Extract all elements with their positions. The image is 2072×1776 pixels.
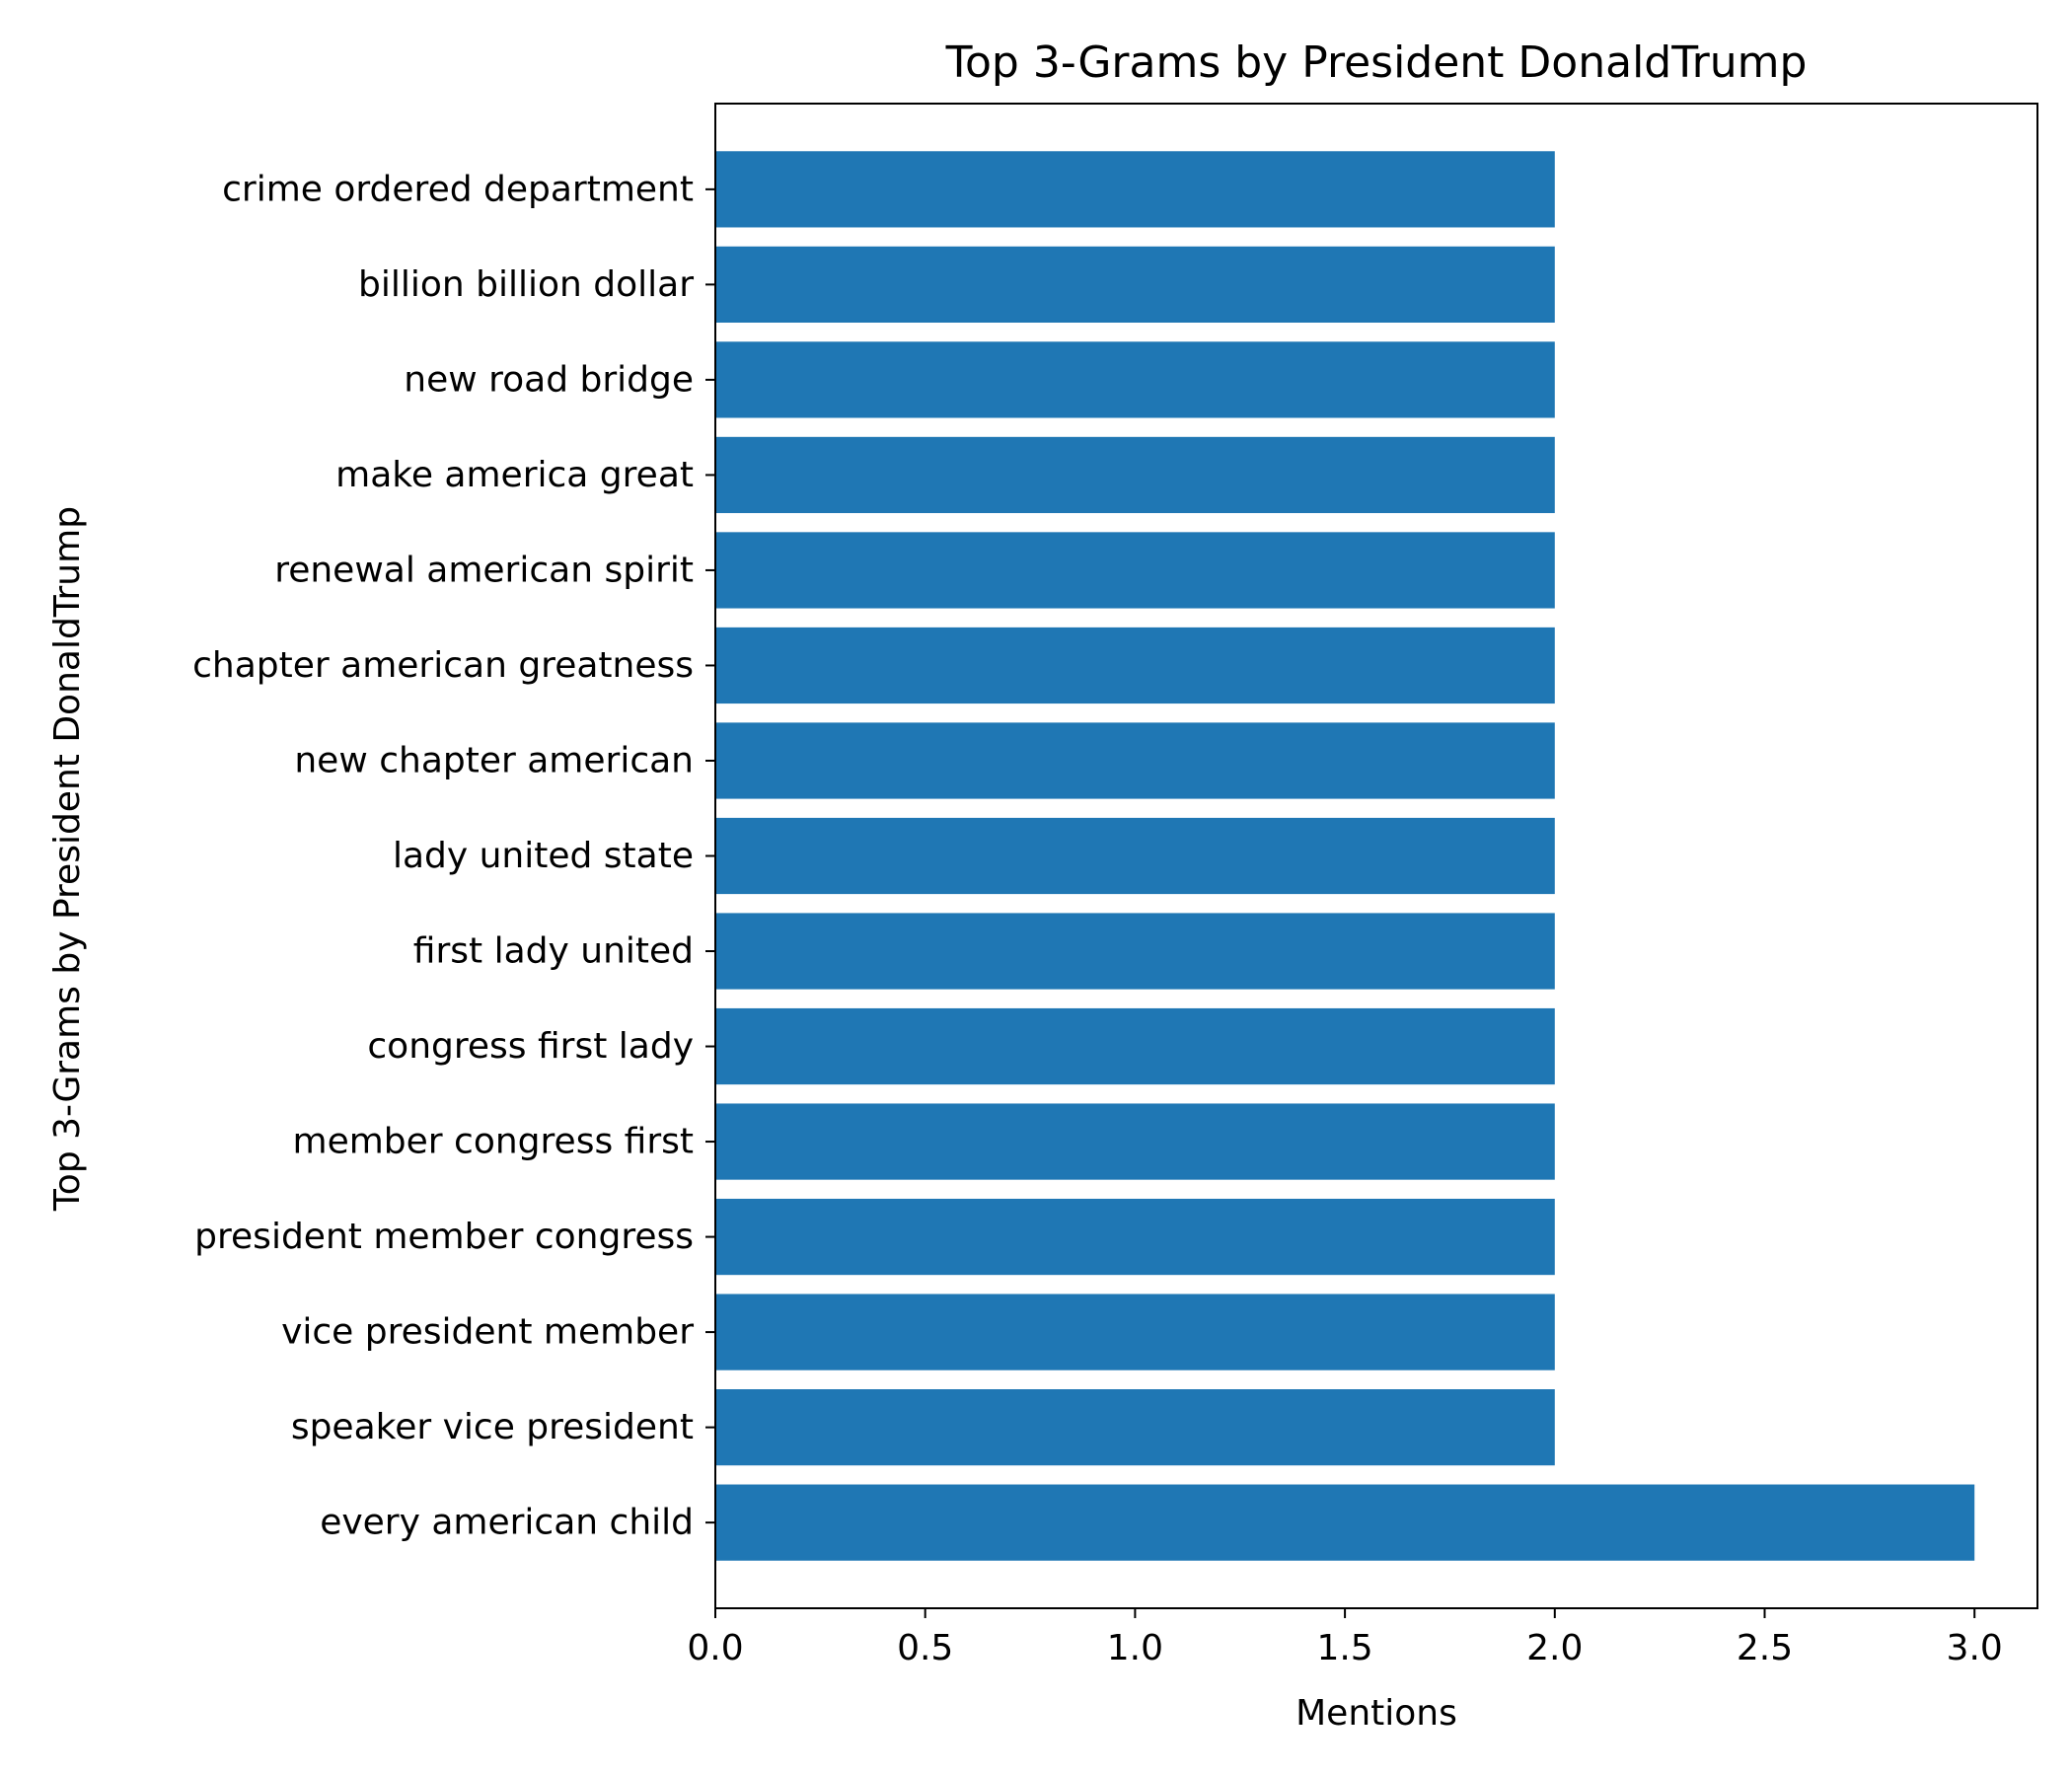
y-tick-label: every american child [320, 1503, 694, 1543]
y-axis-ticks: every american child speaker vice preside… [192, 169, 715, 1543]
x-tick-label: 0.5 [897, 1628, 953, 1668]
bar [715, 1294, 1555, 1370]
bar [715, 1484, 1975, 1561]
y-tick-label: president member congress [194, 1217, 694, 1257]
bar [715, 1103, 1555, 1180]
y-tick-label: billion billion dollar [358, 264, 694, 305]
y-tick-label: new road bridge [404, 359, 694, 400]
x-axis-label: Mentions [1295, 1693, 1457, 1734]
y-tick-label: renewal american spirit [274, 550, 694, 590]
bar [715, 246, 1555, 323]
y-tick-label: member congress first [293, 1122, 694, 1162]
y-tick-label: lady united state [393, 836, 694, 876]
bar [715, 817, 1555, 895]
y-tick-label: new chapter american [294, 740, 694, 780]
plot-frame [714, 103, 2038, 1609]
x-tick-label: 0.0 [687, 1628, 743, 1668]
y-tick-label: speaker vice president [291, 1407, 694, 1447]
x-tick-label: 2.0 [1526, 1628, 1583, 1668]
x-axis-ticks: 0.0 0.5 1.0 1.5 2.0 2.5 3.0 [687, 1608, 2003, 1668]
bar [715, 722, 1555, 799]
bar [715, 151, 1555, 228]
chart-title: Top 3-Grams by President DonaldTrump [945, 37, 1808, 88]
bar [715, 1007, 1555, 1085]
bar [715, 532, 1555, 609]
y-tick-label: crime ordered department [222, 169, 694, 209]
y-tick-label: vice president member [281, 1312, 694, 1353]
x-tick-label: 3.0 [1947, 1628, 2003, 1668]
bar [715, 913, 1555, 990]
x-tick-label: 2.5 [1737, 1628, 1793, 1668]
y-axis-label: Top 3-Grams by President DonaldTrump [47, 506, 88, 1212]
bar [715, 341, 1555, 418]
y-tick-label: first lady united [413, 931, 694, 972]
bar [715, 436, 1555, 514]
y-tick-label: chapter american greatness [192, 645, 694, 686]
y-tick-label: congress first lady [367, 1026, 694, 1067]
x-tick-label: 1.0 [1107, 1628, 1163, 1668]
x-tick-label: 1.5 [1316, 1628, 1372, 1668]
bar [715, 1198, 1555, 1276]
bars-group [715, 151, 1975, 1561]
y-tick-label: make america great [335, 455, 694, 495]
bar [715, 627, 1555, 704]
bar [715, 1389, 1555, 1466]
